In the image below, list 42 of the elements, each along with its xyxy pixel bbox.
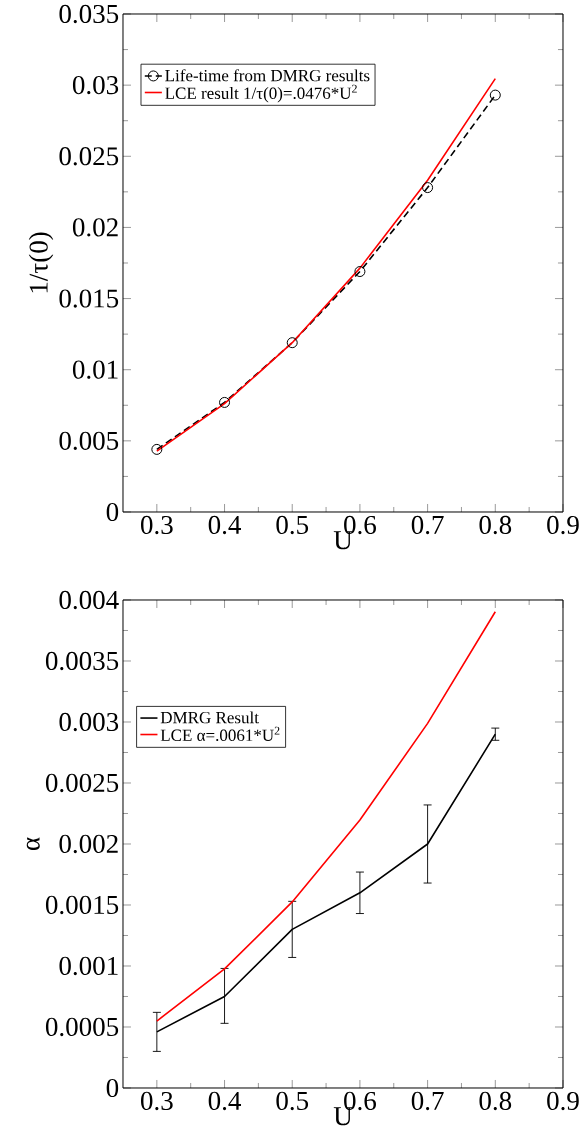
y-tick-label: 0.003 xyxy=(59,712,119,732)
point xyxy=(219,396,231,408)
y-tick-label: 0.004 xyxy=(59,590,119,610)
x-tick-label: 0.9 xyxy=(547,515,579,535)
y-tick-label: 0.025 xyxy=(59,147,119,166)
y-axis-title: 1/τ(0) xyxy=(28,232,54,293)
x-tick-label: 0.5 xyxy=(276,1091,309,1111)
y-tick-label: 0.01 xyxy=(72,360,118,379)
point xyxy=(422,182,434,194)
point xyxy=(286,337,298,349)
point xyxy=(354,266,366,278)
x-tick-label: 0.3 xyxy=(141,1091,173,1111)
x-tick-label: 0.4 xyxy=(208,1091,241,1111)
y-tick-label: 0.035 xyxy=(59,4,119,24)
y-tick-label: 0.02 xyxy=(72,218,118,237)
x-tick-label: 0.3 xyxy=(141,515,173,535)
x-tick-label: 0.4 xyxy=(208,515,241,535)
point xyxy=(151,443,163,455)
y-tick-label: 0.015 xyxy=(59,289,119,308)
y-tick-label: 0.03 xyxy=(72,75,119,95)
x-tick-label: 0.8 xyxy=(479,1091,512,1111)
legend-label: Life-time from DMRG results xyxy=(165,69,370,82)
point xyxy=(489,89,501,101)
y-axis-title: α xyxy=(26,837,40,851)
legend-label: LCE result 1/τ(0)=.0476*U$^{2}$ xyxy=(165,84,357,103)
x-tick-label: 0.9 xyxy=(547,1091,579,1111)
y-tick-label: 0.0035 xyxy=(45,651,119,671)
y-tick-label: 0.0025 xyxy=(45,773,119,793)
y-tick-label: 0.002 xyxy=(59,834,118,854)
y-tick-label: 0.0015 xyxy=(45,895,119,915)
legend-label: LCE α=.0061*U$^{2}$ xyxy=(160,726,280,742)
x-tick-label: 0.7 xyxy=(411,1091,444,1111)
y-tick-label: 0.005 xyxy=(59,431,119,451)
x-tick-label: 0.5 xyxy=(276,515,309,535)
y-tick-label: 0 xyxy=(106,502,119,522)
line-series xyxy=(156,610,497,1022)
y-tick-label: 0 xyxy=(106,1078,119,1098)
y-tick-label: 0.0005 xyxy=(45,1017,119,1037)
x-tick-label: 0.8 xyxy=(479,515,512,535)
y-tick-label: 0.001 xyxy=(59,956,118,976)
legend-label: DMRG Result xyxy=(160,711,259,724)
x-tick-label: 0.7 xyxy=(411,515,444,535)
